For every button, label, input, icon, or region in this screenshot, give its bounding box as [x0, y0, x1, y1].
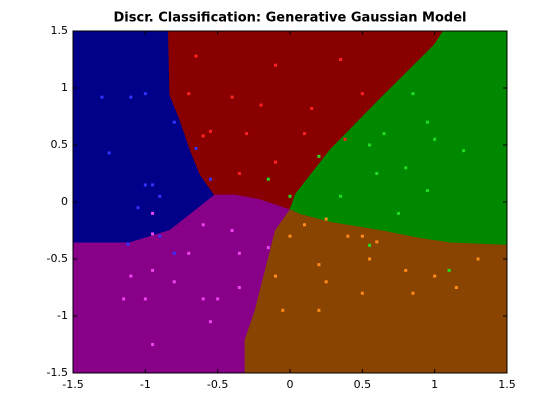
data-point	[266, 246, 270, 250]
data-point	[281, 308, 285, 312]
data-point	[360, 234, 364, 238]
data-point	[172, 120, 176, 124]
data-point	[404, 268, 408, 272]
data-point	[375, 172, 379, 175]
data-point	[454, 286, 458, 289]
data-point	[208, 320, 212, 324]
data-point	[425, 120, 429, 124]
data-point	[324, 280, 328, 284]
data-point	[107, 151, 111, 155]
data-point	[230, 95, 234, 99]
data-point	[126, 242, 130, 246]
data-point	[245, 132, 249, 136]
data-point	[136, 206, 140, 210]
data-point	[122, 297, 126, 301]
y-tick-label: 1	[61, 81, 68, 94]
data-point	[201, 134, 205, 138]
data-point	[194, 54, 198, 58]
y-tick-label: -1.5	[47, 366, 68, 379]
x-tick-label: 1.5	[498, 378, 516, 391]
data-point	[360, 92, 364, 96]
data-point	[187, 251, 191, 255]
data-point	[151, 343, 155, 346]
data-point	[274, 274, 278, 278]
data-point	[216, 297, 220, 301]
data-point	[343, 137, 347, 141]
data-point	[172, 280, 176, 284]
x-tick-label: -1	[140, 378, 151, 391]
data-point	[368, 143, 372, 147]
data-point	[187, 92, 191, 96]
data-point	[288, 234, 292, 238]
data-point	[194, 146, 198, 150]
data-point	[346, 234, 350, 238]
data-point	[302, 132, 306, 136]
x-tick-label: 0.5	[354, 378, 372, 391]
data-point	[143, 92, 147, 96]
data-point	[288, 194, 292, 198]
data-point	[462, 149, 466, 153]
data-point	[411, 291, 415, 295]
data-point	[172, 251, 176, 255]
y-tick-label: 0.5	[51, 138, 69, 151]
data-point	[317, 308, 321, 312]
data-point	[208, 177, 212, 181]
x-tick-label: -0.5	[207, 378, 228, 391]
data-point	[274, 160, 278, 164]
data-point	[433, 137, 437, 141]
data-point	[302, 223, 306, 227]
data-point	[208, 129, 212, 133]
data-point	[100, 95, 104, 99]
data-point	[151, 268, 155, 272]
data-point	[143, 297, 147, 301]
chart-title: Discr. Classification: Generative Gaussi…	[114, 11, 467, 26]
data-point	[476, 257, 480, 261]
data-point	[129, 274, 133, 278]
data-point	[404, 166, 408, 170]
data-point	[201, 223, 205, 227]
data-point	[158, 234, 162, 238]
data-point	[433, 274, 437, 278]
data-point	[151, 211, 155, 215]
data-point	[411, 92, 415, 96]
y-tick-label: -0.5	[47, 252, 68, 265]
x-tick-label: -1.5	[62, 378, 83, 391]
data-point	[425, 189, 429, 193]
data-point	[237, 286, 241, 289]
data-point	[237, 172, 241, 175]
data-point	[360, 291, 364, 295]
data-point	[274, 63, 278, 67]
data-point	[447, 268, 451, 272]
data-point	[317, 263, 321, 267]
data-point	[230, 229, 234, 232]
data-point	[151, 232, 155, 236]
data-point	[375, 240, 379, 244]
data-point	[368, 243, 372, 247]
data-point	[266, 177, 270, 181]
data-point	[317, 154, 321, 158]
data-point	[201, 297, 205, 301]
data-point	[259, 103, 263, 107]
data-point	[237, 251, 241, 255]
y-tick-label: 0	[61, 195, 68, 208]
data-point	[129, 95, 133, 99]
data-point	[324, 217, 328, 221]
data-point	[368, 257, 372, 261]
x-tick-label: 1	[431, 378, 438, 391]
data-point	[310, 107, 314, 111]
data-point	[151, 183, 155, 187]
x-tick-label: 0	[287, 378, 294, 391]
y-tick-label: 1.5	[51, 24, 69, 37]
data-point	[339, 194, 343, 198]
data-point	[339, 58, 343, 61]
y-tick-label: -1	[57, 309, 68, 322]
data-point	[382, 132, 386, 136]
data-point	[143, 183, 147, 187]
data-point	[158, 194, 162, 198]
data-point	[397, 211, 400, 215]
